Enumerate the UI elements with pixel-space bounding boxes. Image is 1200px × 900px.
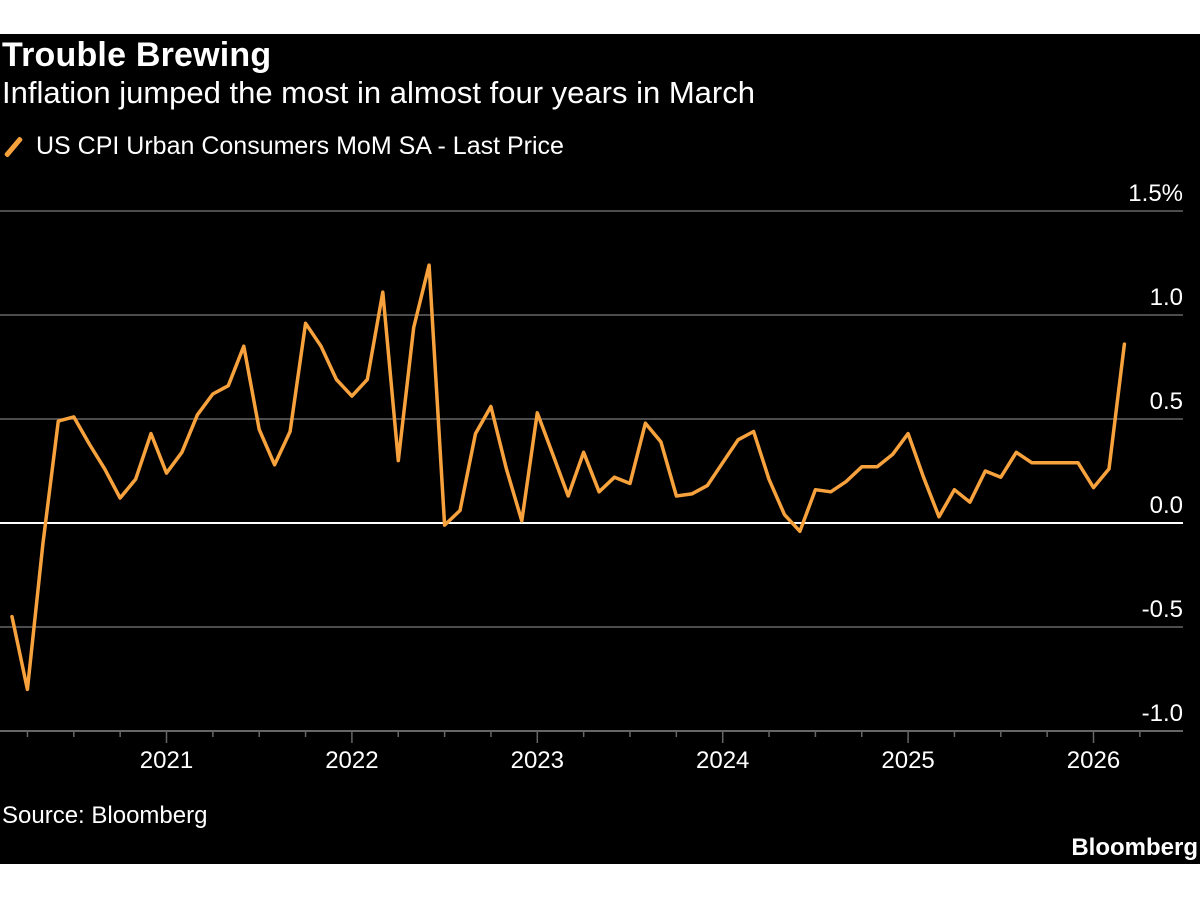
y-tick-label: 0.0	[1150, 492, 1183, 519]
chart-frame: Trouble Brewing Inflation jumped the mos…	[0, 34, 1200, 864]
y-tick-label: 1.5%	[1128, 180, 1183, 207]
gridlines	[0, 210, 1183, 628]
x-tick-label: 2023	[511, 747, 564, 774]
y-tick-label: 0.5	[1150, 388, 1183, 415]
y-axis-labels: 1.5% 1.0 0.5 0.0 -0.5 -1.0	[1128, 180, 1183, 727]
series-line	[10, 263, 1127, 692]
chart-subtitle: Inflation jumped the most in almost four…	[2, 75, 755, 110]
x-tick-label: 2021	[140, 747, 193, 774]
legend: US CPI Urban Consumers MoM SA - Last Pri…	[2, 131, 564, 161]
x-axis-labels: 2021 2022 2023 2024 2025 2026	[140, 747, 1120, 774]
legend-label: US CPI Urban Consumers MoM SA - Last Pri…	[36, 131, 564, 160]
chart-title: Trouble Brewing	[2, 36, 272, 74]
x-tick-label: 2025	[881, 747, 934, 774]
brand-logo: Bloomberg	[1071, 834, 1198, 861]
source-note: Source: Bloomberg	[2, 802, 208, 829]
line-chart: 1.5%1.00.50.0-0.5-1.0 2021 2022 2023 2024 20…	[0, 180, 1183, 774]
series-layer	[10, 263, 1127, 692]
y-tick-label: -0.5	[1142, 596, 1183, 623]
y-tick-label: -1.0	[1142, 700, 1183, 727]
x-tick-label: 2026	[1067, 747, 1120, 774]
x-tick-label: 2022	[325, 747, 378, 774]
y-tick-label: 1.0	[1150, 284, 1183, 311]
x-axis	[0, 730, 1183, 743]
x-tick-label: 2024	[696, 747, 749, 774]
